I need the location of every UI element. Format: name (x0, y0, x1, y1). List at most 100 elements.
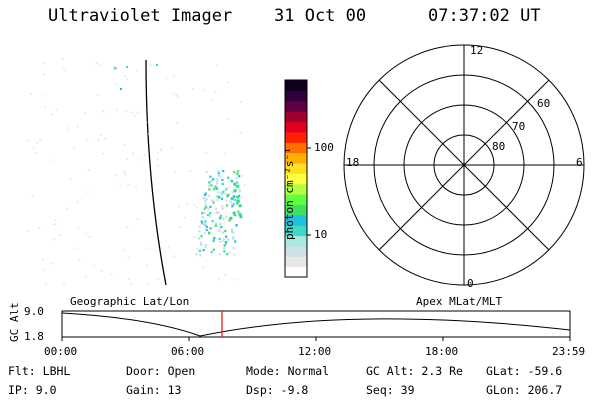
emission-pixel (238, 212, 242, 216)
emission-pixel (201, 212, 204, 215)
emission-pixel (237, 170, 240, 173)
emission-pixel (223, 237, 226, 240)
emission-pixel (143, 154, 146, 156)
emission-pixel (184, 217, 186, 219)
emission-pixel (192, 88, 194, 90)
emission-pixel (132, 152, 135, 154)
emission-pixel (115, 174, 117, 176)
emission-pixel (238, 175, 241, 178)
emission-pixel (148, 133, 150, 135)
emission-pixel (147, 283, 150, 286)
emission-pixel (123, 171, 126, 173)
emission-pixel (215, 186, 218, 189)
emission-pixel (176, 122, 178, 124)
emission-pixel (219, 240, 222, 243)
emission-pixel (39, 139, 41, 141)
instrument-title: Ultraviolet Imager (48, 6, 233, 26)
emission-pixel (156, 64, 158, 66)
emission-pixel (43, 62, 45, 65)
emission-pixel (208, 231, 211, 234)
emission-pixel (230, 197, 234, 200)
emission-pixel (55, 109, 58, 111)
emission-pixel (239, 132, 242, 134)
emission-pixel (216, 180, 219, 183)
emission-pixel (176, 94, 178, 96)
emission-pixel (207, 207, 210, 210)
emission-pixel (219, 222, 222, 225)
emission-pixel (221, 182, 224, 185)
emission-pixel (204, 245, 207, 249)
emission-pixel (126, 66, 128, 68)
y-tick-label-9: 9.0 (24, 305, 44, 318)
emission-pixel (224, 274, 226, 276)
emission-pixel (218, 196, 221, 199)
emission-pixel (210, 199, 214, 202)
emission-pixel (224, 242, 228, 245)
emission-pixel (146, 264, 148, 267)
emission-pixel (203, 207, 206, 210)
colorbar-band (285, 162, 307, 174)
emission-pixel (219, 175, 222, 178)
field-glat: GLat: -59.6 (486, 364, 563, 378)
emission-pixel (54, 219, 57, 222)
emission-pixel (214, 207, 218, 210)
emission-pixel (222, 218, 225, 221)
emission-pixel (31, 194, 34, 197)
emission-pixel (157, 278, 159, 280)
emission-pixel (198, 225, 201, 228)
emission-pixel (172, 75, 175, 77)
emission-pixel (209, 211, 212, 215)
emission-pixel (224, 193, 227, 196)
emission-pixel (212, 199, 215, 202)
emission-pixel (151, 169, 153, 171)
emission-pixel (126, 158, 128, 160)
mlt-label-18: 18 (346, 156, 360, 169)
emission-pixel (209, 227, 212, 230)
emission-pixel (202, 249, 205, 252)
emission-pixel (210, 251, 213, 254)
emission-pixel (216, 182, 219, 185)
emission-pixel (202, 89, 205, 91)
emission-pixel (137, 218, 139, 220)
emission-pixel (233, 171, 236, 174)
emission-pixel (205, 171, 208, 174)
emission-pixel (240, 101, 242, 103)
emission-pixel (165, 77, 167, 80)
emission-pixel (62, 58, 64, 60)
emission-pixel (211, 220, 214, 223)
emission-pixel (93, 265, 96, 267)
emission-pixel (97, 94, 99, 96)
colorbar-band (285, 266, 307, 278)
emission-pixel (177, 96, 179, 98)
colorbar-band (285, 256, 307, 268)
emission-pixel (35, 152, 38, 154)
emission-pixel (189, 170, 192, 172)
emission-pixel (51, 113, 53, 116)
polar-diagonal-b (378, 79, 550, 251)
date-label: 31 Oct 00 (274, 6, 367, 26)
time-label: 07:37:02 UT (428, 6, 541, 26)
emission-pixel (229, 200, 232, 203)
emission-pixel (200, 235, 203, 238)
emission-pixel (205, 228, 208, 232)
emission-pixel (231, 202, 234, 205)
emission-pixel (235, 195, 238, 198)
emission-pixel (173, 93, 175, 95)
emission-pixel (102, 153, 104, 155)
mlt-label-6: 6 (576, 156, 583, 169)
emission-pixel (204, 221, 207, 224)
emission-pixel (63, 282, 65, 285)
emission-pixel (238, 194, 241, 197)
emission-pixel (26, 230, 29, 232)
emission-pixel (179, 226, 181, 228)
emission-pixel (104, 137, 106, 140)
emission-pixel (193, 236, 196, 238)
emission-pixel (42, 269, 45, 271)
emission-pixel (221, 231, 224, 234)
emission-pixel (78, 259, 81, 262)
emission-pixel (218, 217, 222, 220)
emission-pixel (235, 177, 238, 180)
emission-pixel (85, 139, 87, 142)
emission-pixel (222, 170, 225, 173)
